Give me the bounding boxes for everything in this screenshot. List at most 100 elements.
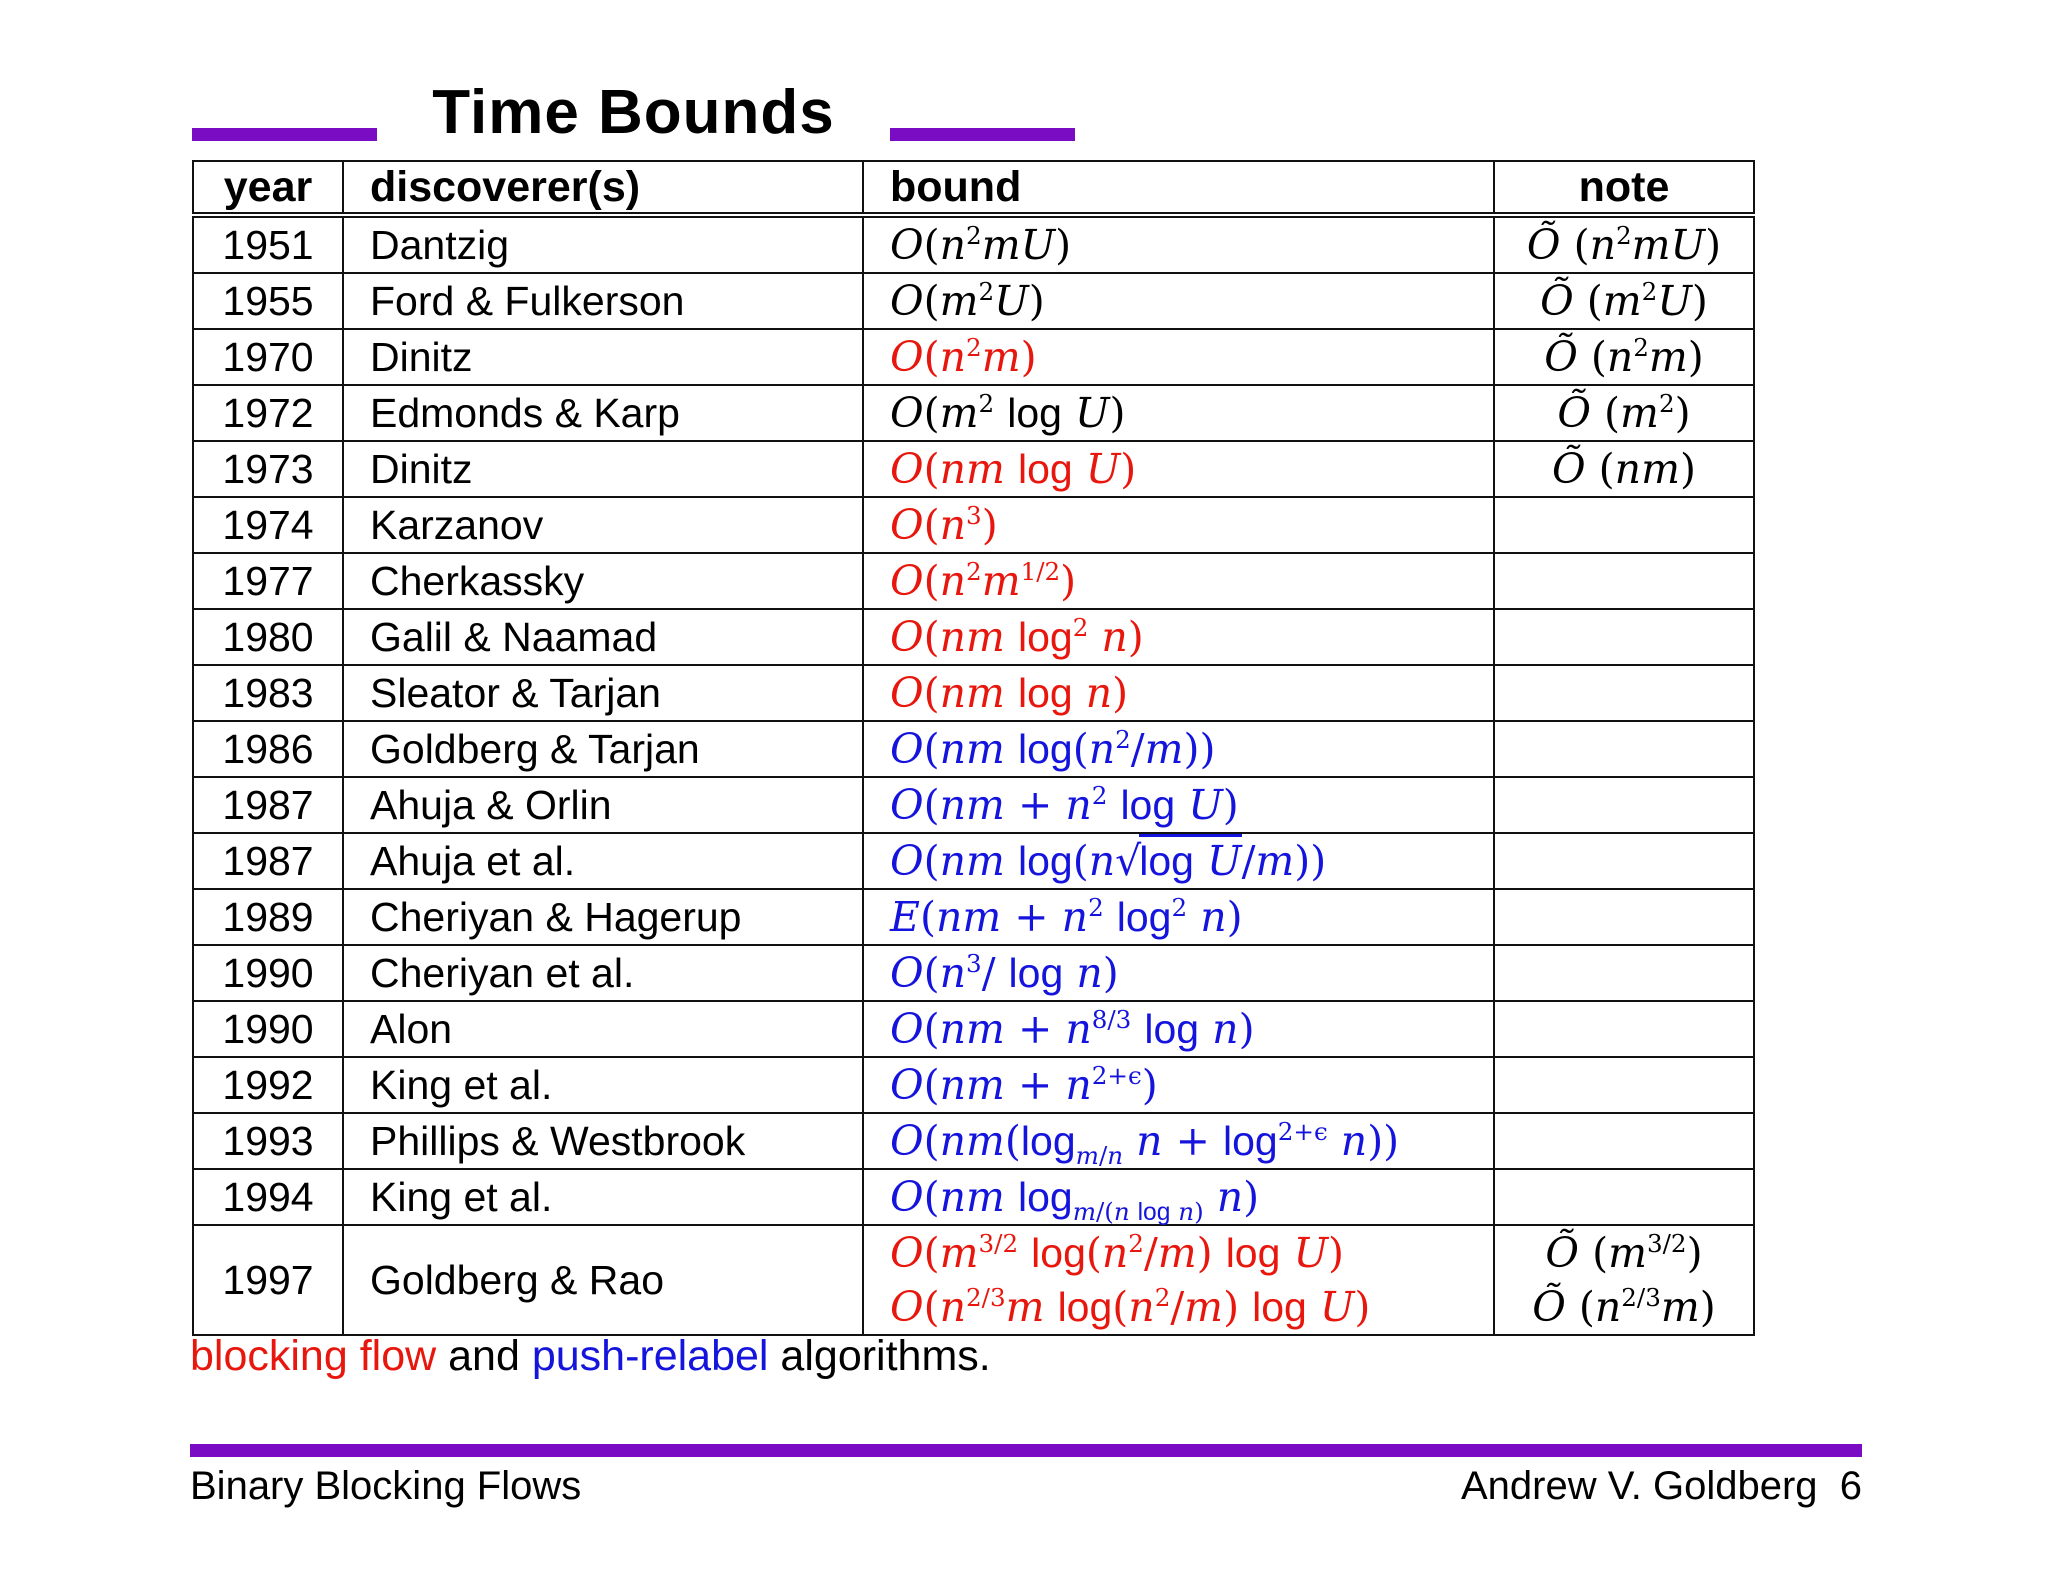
note-cell xyxy=(1493,664,1755,722)
discoverer-cell: Dinitz xyxy=(342,328,864,386)
header-note: note xyxy=(1493,160,1755,218)
note-cell xyxy=(1493,1000,1755,1058)
year-cell: 1955 xyxy=(192,272,344,330)
table-row: 1989 Cheriyan & Hagerup E(nm + n2 log2 n… xyxy=(192,888,1755,946)
year-cell: 1989 xyxy=(192,888,344,946)
note-cell xyxy=(1493,1168,1755,1226)
year-cell: 1993 xyxy=(192,1112,344,1170)
bound-cell: O(n2m1/2) xyxy=(862,552,1495,610)
bound-cell: O(nm log U) xyxy=(862,440,1495,498)
discoverer-cell: Ahuja & Orlin xyxy=(342,776,864,834)
bound-cell: O(nm log(n√log U/m)) xyxy=(862,832,1495,890)
discoverer-cell: Cheriyan & Hagerup xyxy=(342,888,864,946)
discoverer-cell: King et al. xyxy=(342,1056,864,1114)
footer-talk-title: Binary Blocking Flows xyxy=(190,1464,582,1508)
note-cell xyxy=(1493,552,1755,610)
table-row: 1977 Cherkassky O(n2m1/2) xyxy=(192,552,1755,610)
discoverer-cell: Cheriyan et al. xyxy=(342,944,864,1002)
note-cell: Õ (nm) xyxy=(1493,440,1755,498)
bound-cell: O(n3/ log n) xyxy=(862,944,1495,1002)
caption-push-relabel: push-relabel xyxy=(531,1332,769,1380)
header-bound: bound xyxy=(862,160,1495,218)
discoverer-cell: Phillips & Westbrook xyxy=(342,1112,864,1170)
header-discoverer: discoverer(s) xyxy=(342,160,864,218)
time-bounds-table: year discoverer(s) bound note 1951 Dantz… xyxy=(192,160,1755,1336)
caption-and: and xyxy=(436,1332,532,1380)
year-cell: 1986 xyxy=(192,720,344,778)
note-cell xyxy=(1493,496,1755,554)
table-row: 1990 Cheriyan et al. O(n3/ log n) xyxy=(192,944,1755,1002)
header-row: year discoverer(s) bound note xyxy=(192,160,1755,218)
discoverer-cell: King et al. xyxy=(342,1168,864,1226)
table-row: 1990 Alon O(nm + n8/3 log n) xyxy=(192,1000,1755,1058)
title-left-bar xyxy=(192,128,377,141)
note-cell: Õ (n2m) xyxy=(1493,328,1755,386)
year-cell: 1970 xyxy=(192,328,344,386)
discoverer-cell: Goldberg & Tarjan xyxy=(342,720,864,778)
bound-cell: O(nm log n) xyxy=(862,664,1495,722)
bound-cell: O(m3/2 log(n2/m) log U) O(n2/3m log(n2/m)… xyxy=(862,1224,1495,1336)
caption: blocking flow and push-relabel algorithm… xyxy=(190,1332,991,1381)
year-cell: 1951 xyxy=(192,214,344,274)
discoverer-cell: Edmonds & Karp xyxy=(342,384,864,442)
year-cell: 1990 xyxy=(192,944,344,1002)
year-cell: 1994 xyxy=(192,1168,344,1226)
note-cell: Õ (m2U) xyxy=(1493,272,1755,330)
bound-cell: O(nm + n2+ϵ) xyxy=(862,1056,1495,1114)
discoverer-cell: Ford & Fulkerson xyxy=(342,272,864,330)
year-cell: 1977 xyxy=(192,552,344,610)
bound-cell: E(nm + n2 log2 n) xyxy=(862,888,1495,946)
bound-cell: O(nm log(n2/m)) xyxy=(862,720,1495,778)
note-cell xyxy=(1493,608,1755,666)
table-row: 1973 Dinitz O(nm log U) Õ (nm) xyxy=(192,440,1755,498)
table-row: 1992 King et al. O(nm + n2+ϵ) xyxy=(192,1056,1755,1114)
bound-cell: O(n3) xyxy=(862,496,1495,554)
header-year: year xyxy=(192,160,344,218)
year-cell: 1983 xyxy=(192,664,344,722)
discoverer-cell: Cherkassky xyxy=(342,552,864,610)
table-row: 1987 Ahuja et al. O(nm log(n√log U/m)) xyxy=(192,832,1755,890)
discoverer-cell: Sleator & Tarjan xyxy=(342,664,864,722)
year-cell: 1987 xyxy=(192,832,344,890)
bound-cell: O(nm + n2 log U) xyxy=(862,776,1495,834)
table-body: 1951 Dantzig O(n2mU) Õ (n2mU) 1955 Ford … xyxy=(192,214,1755,1336)
footer-author-page: Andrew V. Goldberg 6 xyxy=(1461,1464,1862,1508)
discoverer-cell: Dinitz xyxy=(342,440,864,498)
bound-cell: O(nm + n8/3 log n) xyxy=(862,1000,1495,1058)
note-cell: Õ (m2) xyxy=(1493,384,1755,442)
bound-cell: O(m2U) xyxy=(862,272,1495,330)
table-row: 1970 Dinitz O(n2m) Õ (n2m) xyxy=(192,328,1755,386)
year-cell: 1997 xyxy=(192,1224,344,1336)
table-row: 1972 Edmonds & Karp O(m2 log U) Õ (m2) xyxy=(192,384,1755,442)
discoverer-cell: Goldberg & Rao xyxy=(342,1224,864,1336)
bound-cell: O(nm log2 n) xyxy=(862,608,1495,666)
note-cell: Õ (n2mU) xyxy=(1493,214,1755,274)
bound-cell: O(nm(logm/n n + log2+ϵ n)) xyxy=(862,1112,1495,1170)
bound-cell: O(n2mU) xyxy=(862,214,1495,274)
note-cell xyxy=(1493,720,1755,778)
note-cell: Õ (m3/2) Õ (n2/3m) xyxy=(1493,1224,1755,1336)
title-right-bar xyxy=(890,128,1075,141)
footer: Binary Blocking Flows Andrew V. Goldberg… xyxy=(190,1464,1862,1509)
table-row: 1951 Dantzig O(n2mU) Õ (n2mU) xyxy=(192,214,1755,274)
year-cell: 1987 xyxy=(192,776,344,834)
bound-cell: O(m2 log U) xyxy=(862,384,1495,442)
year-cell: 1972 xyxy=(192,384,344,442)
year-cell: 1992 xyxy=(192,1056,344,1114)
discoverer-cell: Karzanov xyxy=(342,496,864,554)
table-row: 1997 Goldberg & Rao O(m3/2 log(n2/m) log… xyxy=(192,1224,1755,1336)
table-row: 1986 Goldberg & Tarjan O(nm log(n2/m)) xyxy=(192,720,1755,778)
discoverer-cell: Ahuja et al. xyxy=(342,832,864,890)
year-cell: 1973 xyxy=(192,440,344,498)
footer-rule xyxy=(190,1444,1862,1457)
note-cell xyxy=(1493,832,1755,890)
table-row: 1994 King et al. O(nm logm/(n log n) n) xyxy=(192,1168,1755,1226)
caption-algorithms: algorithms. xyxy=(768,1332,991,1380)
table-header: year discoverer(s) bound note xyxy=(192,160,1755,218)
table-row: 1955 Ford & Fulkerson O(m2U) Õ (m2U) xyxy=(192,272,1755,330)
page-title: Time Bounds xyxy=(432,78,835,147)
table-row: 1987 Ahuja & Orlin O(nm + n2 log U) xyxy=(192,776,1755,834)
caption-blocking-flow: blocking flow xyxy=(190,1332,437,1380)
bound-cell: O(n2m) xyxy=(862,328,1495,386)
